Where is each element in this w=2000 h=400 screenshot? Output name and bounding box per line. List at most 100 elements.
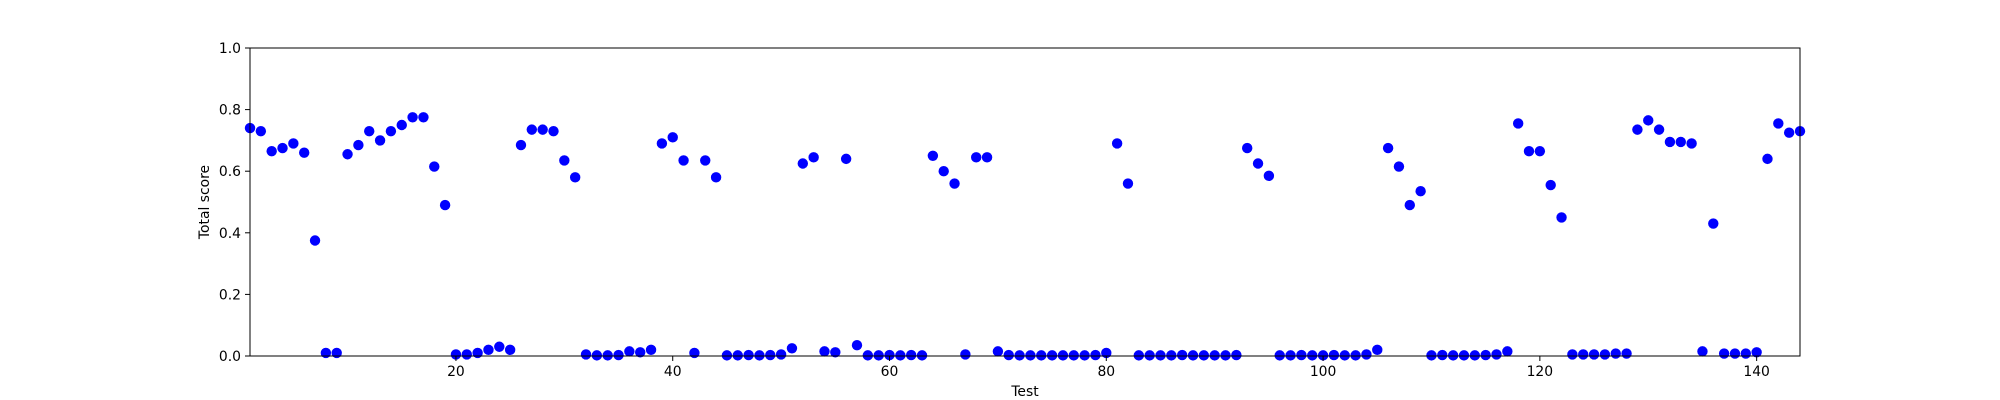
data-point [949,178,960,189]
data-point [1176,349,1188,361]
data-point [960,349,971,360]
data-point [1361,349,1372,360]
data-point [613,349,624,361]
data-point [1686,138,1697,149]
data-point [1220,350,1231,361]
data-point [1328,349,1340,361]
data-point [1556,212,1567,223]
data-point [721,350,733,361]
data-point [1729,348,1741,359]
data-point [1068,350,1079,361]
data-point [1697,346,1708,357]
data-point [667,132,678,143]
x-tick-label: 80 [1097,364,1115,380]
data-point [1491,349,1502,360]
data-point [1155,350,1166,361]
y-tick-label: 0.2 [219,287,241,303]
data-point [591,350,603,361]
data-point [1437,349,1448,361]
data-point [418,112,429,123]
data-point [1404,199,1415,211]
data-point [710,172,722,183]
data-point [797,158,808,169]
data-point [1783,127,1795,138]
data-point [1469,350,1481,361]
y-tick-label: 1.0 [219,41,241,57]
data-point [1144,350,1155,361]
data-point [840,153,852,165]
data-point [1198,350,1210,361]
data-point [1588,349,1600,360]
data-point [494,341,505,352]
data-point [1708,218,1719,229]
data-point [851,340,863,351]
data-point [1523,145,1535,157]
data-point [1632,124,1643,135]
y-tick-label: 0.0 [219,349,241,365]
data-point [873,350,884,361]
data-point [1773,118,1784,129]
data-point [1090,349,1101,361]
data-point [1643,115,1654,126]
data-point [1578,349,1589,360]
data-point [288,138,299,149]
x-tick-label: 140 [1743,364,1770,380]
data-point [765,349,776,361]
data-point [1111,138,1123,149]
data-point [309,235,321,246]
data-point [1339,350,1350,361]
y-tick-label: 0.6 [219,164,241,180]
data-point [1372,344,1383,356]
x-tick-label: 120 [1527,364,1554,380]
data-point [266,145,277,157]
data-point [1350,350,1361,361]
data-point [537,124,548,135]
data-point [1458,350,1470,361]
data-point [1426,350,1437,361]
data-point [1599,349,1611,360]
data-point [526,124,538,135]
x-tick-label: 20 [447,364,465,380]
x-axis-ticks: 20 40 60 80 100 120 140 [447,356,1770,380]
data-point [1610,348,1621,359]
data-point [1166,350,1177,361]
data-point [1317,350,1329,361]
data-point [1003,349,1014,361]
data-point [342,149,353,160]
data-point [1036,350,1047,361]
data-points [244,112,1806,361]
data-point [895,350,906,361]
data-point [1718,348,1730,359]
data-point [1285,350,1296,361]
data-point [385,125,397,137]
data-point [786,343,798,354]
data-point [548,125,559,137]
data-point [1675,136,1686,148]
data-point [364,125,375,137]
data-point [602,350,613,361]
data-point [255,125,267,137]
data-point [1762,153,1773,165]
data-point [1274,350,1285,361]
data-point [862,350,874,361]
data-point [1751,347,1762,358]
data-point [1480,349,1491,361]
data-point [450,349,462,360]
x-tick-label: 40 [664,364,682,380]
data-point [808,152,819,163]
data-point [429,161,440,172]
data-point [1415,186,1426,197]
data-point [1664,136,1676,148]
data-point [515,139,527,151]
data-point [1740,348,1752,359]
data-point [1014,350,1025,361]
data-point [624,346,635,357]
data-point [1307,350,1318,361]
data-point [732,350,743,361]
data-point [580,349,592,360]
data-point [700,155,711,166]
plot-frame [249,47,1801,357]
x-tick-label: 100 [1310,364,1337,380]
